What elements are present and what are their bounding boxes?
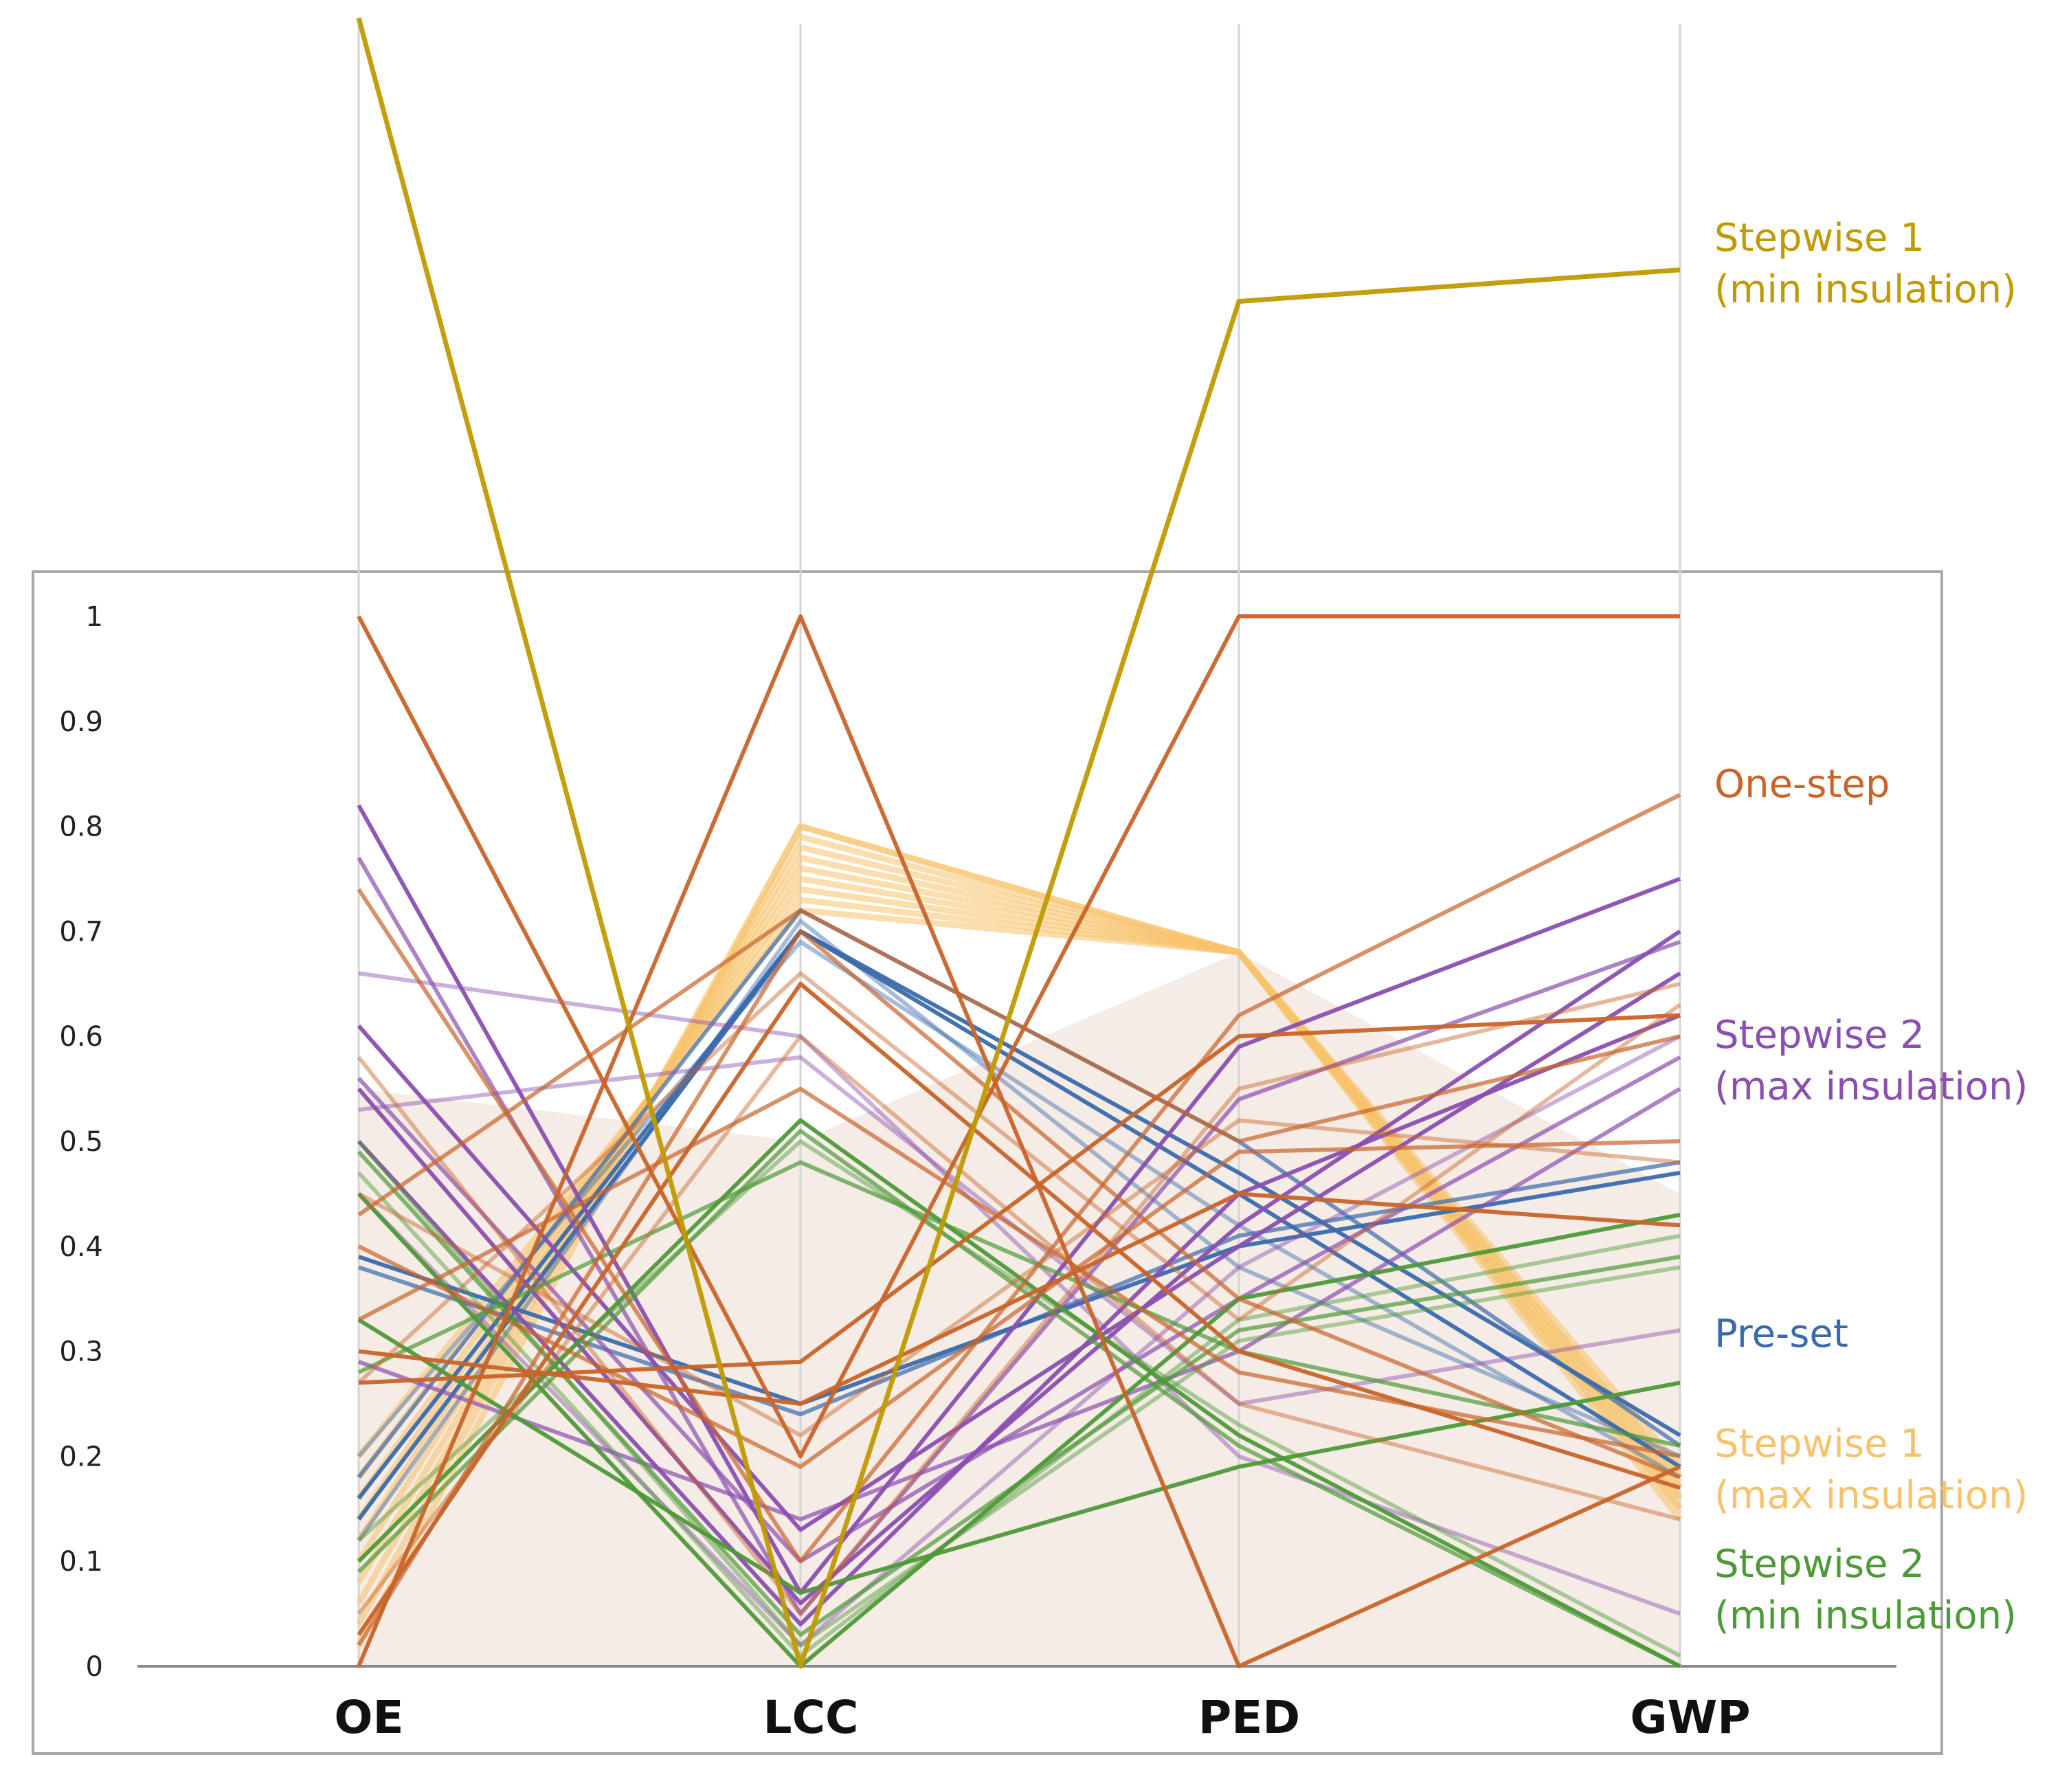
series-line-2-9 xyxy=(357,929,1681,1606)
series-line-1-10 xyxy=(357,1139,1681,1469)
series-line-1-9 xyxy=(358,1013,1681,1385)
y-tick-label: 0.4 xyxy=(59,1231,103,1263)
y-tick-label: 0.9 xyxy=(59,706,103,738)
y-tick-label: 0.1 xyxy=(59,1546,103,1578)
y-tick-label: 1 xyxy=(86,601,103,633)
series-line-2-8 xyxy=(357,1034,1681,1648)
series-line-4-0 xyxy=(356,907,1683,1521)
series-line-1-7 xyxy=(357,1086,1681,1459)
series-line-5-7 xyxy=(357,1160,1681,1448)
category-label-lcc: LCC xyxy=(763,1691,859,1744)
series-line-1-13 xyxy=(357,929,1681,1647)
series-label-4-line-0: Stepwise 1 xyxy=(1714,1422,1925,1466)
series-line-1-0 xyxy=(357,614,1680,1459)
series-line-1-5 xyxy=(357,971,1681,1385)
y-tick-label: 0.3 xyxy=(59,1336,103,1368)
series-line-2-0 xyxy=(357,804,1681,1595)
series-line-1-3 xyxy=(357,614,1681,1668)
series-line-2-3 xyxy=(357,971,1681,1532)
series-line-1-2 xyxy=(357,981,1681,1616)
series-line-5-2 xyxy=(357,1139,1681,1658)
y-tick-label: 0.8 xyxy=(59,811,103,843)
category-label-ped: PED xyxy=(1198,1691,1300,1744)
series-label-3-line-0: Pre-set xyxy=(1714,1312,1848,1356)
series-line-3-2 xyxy=(357,919,1681,1542)
series-line-2-7 xyxy=(357,1087,1681,1522)
series-line-2-2 xyxy=(358,971,1681,1616)
series-label-0-line-1: (min insulation) xyxy=(1714,267,2017,312)
y-tick-labels: 0 0.1 0.2 0.3 0.4 0.5 0.6 0.7 0.8 0.9 1 xyxy=(59,601,103,1683)
data-lines xyxy=(356,17,1683,1669)
series-line-5-5 xyxy=(357,1171,1681,1658)
series-label-2-line-1: (max insulation) xyxy=(1714,1064,2028,1109)
y-tick-label: 0 xyxy=(86,1651,103,1683)
series-line-2-1 xyxy=(357,856,1681,1616)
y-tick-label: 0.5 xyxy=(59,1126,103,1158)
series-line-5-8 xyxy=(357,1140,1681,1648)
series-line-1-1 xyxy=(357,793,1681,1564)
category-label-oe: OE xyxy=(334,1691,403,1744)
series-line-1-4 xyxy=(357,908,1681,1217)
series-label-2-line-0: Stepwise 2 xyxy=(1714,1013,1925,1057)
series-line-3-3 xyxy=(357,929,1681,1500)
category-label-gwp: GWP xyxy=(1630,1691,1750,1744)
series-label-4-line-1: (max insulation) xyxy=(1714,1473,2028,1518)
series-label-5-line-1: (min insulation) xyxy=(1714,1593,2017,1638)
series-line-1-8 xyxy=(357,1118,1681,1437)
series-line-0-0 xyxy=(356,17,1681,1669)
plot-frame xyxy=(32,570,1943,1755)
series-line-5-0 xyxy=(357,1118,1681,1668)
series-line-1-6 xyxy=(357,981,1681,1636)
series-line-1-11 xyxy=(357,1034,1681,1615)
series-line-1-12 xyxy=(358,1191,1681,1406)
series-label-0-line-0: Stepwise 1 xyxy=(1714,216,1925,260)
series-labels: Stepwise 1 (min insulation) One-step Stepwi… xyxy=(1714,216,2028,1638)
y-tick-label: 0.7 xyxy=(59,916,103,948)
series-label-5-line-0: Stepwise 2 xyxy=(1714,1542,1925,1587)
y-tick-label: 0.2 xyxy=(59,1441,103,1472)
y-tick-label: 0.6 xyxy=(59,1021,103,1053)
series-label-1-line-0: One-step xyxy=(1714,762,1890,807)
series-line-2-4 xyxy=(357,1055,1681,1564)
series-line-5-6 xyxy=(357,1192,1681,1668)
axis-category-labels: OE LCC PED GWP xyxy=(334,1691,1750,1744)
series-line-5-3 xyxy=(357,1318,1681,1595)
series-line-2-6 xyxy=(357,1013,1681,1626)
